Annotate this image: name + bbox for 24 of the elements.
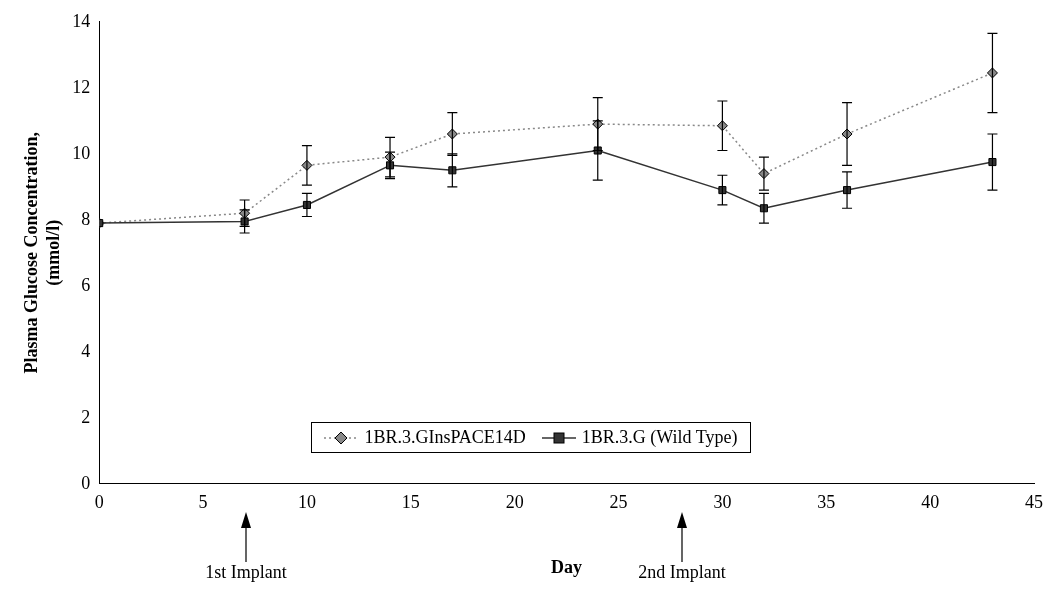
y-tick-label: 6 — [81, 274, 91, 295]
y-tick-label: 10 — [72, 142, 91, 163]
text: 2nd Implant — [638, 561, 726, 582]
x-tick-label: 40 — [921, 492, 940, 513]
x-tick-label: 10 — [297, 492, 316, 513]
x-tick-label: 35 — [817, 492, 836, 513]
x-axis-title: Day — [551, 556, 583, 577]
text: 1st Implant — [205, 561, 287, 582]
y-tick-label: 14 — [72, 10, 91, 31]
x-tick-label: 25 — [609, 492, 628, 513]
x-tick-label: 30 — [713, 492, 732, 513]
y-tick-label: 8 — [81, 208, 91, 229]
x-tick-label: 45 — [1025, 492, 1043, 513]
x-tick-label: 5 — [198, 492, 208, 513]
x-tick-label: 0 — [94, 492, 104, 513]
y-tick-label: 2 — [81, 406, 91, 427]
y-tick-label: 4 — [81, 340, 91, 361]
y-tick-label: 0 — [81, 472, 91, 493]
x-tick-label: 20 — [505, 492, 524, 513]
y-tick-label: 12 — [72, 76, 91, 97]
y-axis-title: Plasma Glucose Concentration, (mmol/l) — [21, 132, 65, 374]
legend-label: 1BR.3.G (Wild Type) — [581, 427, 738, 448]
x-tick-label: 15 — [401, 492, 420, 513]
legend-label: 1BR.3.GInsPACE14D — [364, 427, 526, 448]
